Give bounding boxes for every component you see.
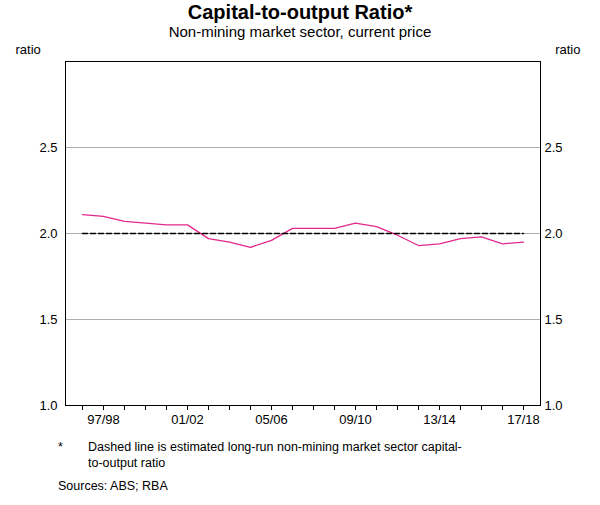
svg-text:ratio: ratio [16,42,41,57]
svg-text:2.0: 2.0 [545,226,563,241]
html-text:Dashed line is estimated long-: Dashed line is estimated long-run non-mi… [88,440,462,470]
html-text:Sources: ABS; RBA: Sources: ABS; RBA [58,479,168,493]
svg-text:05/06: 05/06 [255,412,288,427]
svg-text:ratio: ratio [555,42,580,57]
svg-text:97/98: 97/98 [87,412,120,427]
svg-text:13/14: 13/14 [423,412,456,427]
svg-text:2.0: 2.0 [39,226,57,241]
svg-text:2.5: 2.5 [545,140,563,155]
svg-text:1.5: 1.5 [545,312,563,327]
svg-text:17/18: 17/18 [507,412,540,427]
svg-text:1.5: 1.5 [39,312,57,327]
svg-text:09/10: 09/10 [339,412,372,427]
html-text:Non-mining market sector, curr: Non-mining market sector, current price [168,23,432,40]
svg-text:01/02: 01/02 [171,412,204,427]
html-text:Capital-to-output Ratio*: Capital-to-output Ratio* [187,1,413,23]
svg-text:2.5: 2.5 [39,140,57,155]
svg-text:1.0: 1.0 [545,398,563,413]
svg-text:1.0: 1.0 [39,398,57,413]
